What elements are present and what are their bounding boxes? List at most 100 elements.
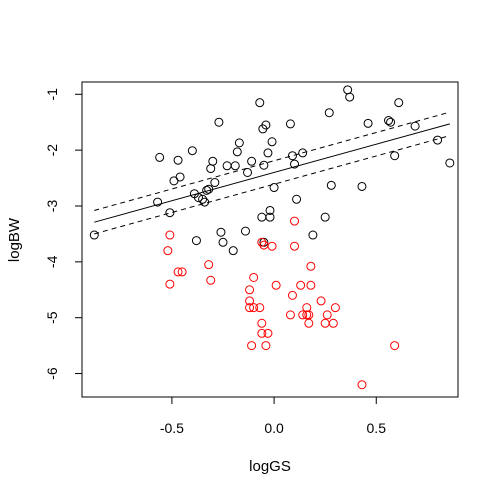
data-point-black [259,160,269,170]
data-point-black [265,205,275,215]
data-point-black [263,148,273,158]
data-point-red [285,310,295,320]
data-point-black [410,121,420,131]
data-point-red [316,296,326,306]
data-point-black [198,194,208,204]
data-point-red [245,303,255,313]
y-axis-label: logBW [6,217,23,262]
data-point-red [165,279,175,289]
data-point-black [204,184,214,194]
x-tick-label: 0.0 [264,420,284,436]
plot-frame [81,81,459,398]
data-point-red [298,310,308,320]
data-point-black [234,138,244,148]
confidence-band-line [94,111,450,211]
data-point-black [210,178,220,188]
data-point-black [320,212,330,222]
y-tick-label: -1 [44,88,60,101]
data-point-black [89,230,99,240]
data-point-black [208,156,218,166]
data-point-black [265,212,275,222]
data-point-black [243,167,253,177]
data-point-red [390,341,400,351]
y-tick-label: -4 [44,255,60,268]
data-point-red [357,380,367,390]
data-point-red [267,241,277,251]
data-point-red [306,261,316,271]
data-point-black [206,164,216,174]
data-point-black [324,108,334,118]
data-point-red [249,303,259,313]
data-point-red [330,303,340,313]
data-point-black [232,147,242,157]
y-tick-label: -3 [44,200,60,213]
data-point-red [257,318,267,328]
data-point-red [271,280,281,290]
data-point-black [390,151,400,161]
confidence-band-line [94,135,450,235]
x-axis-label: logGS [249,458,291,475]
data-point-red [245,285,255,295]
data-point-black [218,237,228,247]
data-point-black [187,146,197,156]
data-point-black [193,193,203,203]
y-tick-label: -2 [44,144,60,157]
data-point-black [216,227,226,237]
data-point-red [296,280,306,290]
data-point-black [230,161,240,171]
data-point-black [222,161,232,171]
data-point-red [320,318,330,328]
data-point-red [306,280,316,290]
data-point-black [285,119,295,129]
data-point-black [267,137,277,147]
data-point-black [214,117,224,127]
x-tick-label: -0.5 [160,420,184,436]
data-point-red [328,318,338,328]
x-axis: -0.5 0.0 0.5 [160,396,387,436]
data-point-red [290,241,300,251]
data-point-red [257,237,267,247]
data-point-black [394,98,404,108]
data-point-red [247,341,257,351]
data-point-black [240,226,250,236]
data-point-red [163,246,173,256]
data-point-black [326,180,336,190]
data-point-red [263,328,273,338]
data-point-black [290,159,300,169]
data-point-black [287,151,297,161]
data-point-black [175,172,185,182]
data-point-black [384,116,394,126]
data-point-red [165,230,175,240]
y-tick-label: -6 [44,367,60,380]
data-point-red [173,267,183,277]
data-point-red [204,260,214,270]
data-point-black [292,194,302,204]
data-points [89,85,455,390]
data-point-red [290,216,300,226]
y-tick-label: -5 [44,311,60,324]
data-point-red [322,310,332,320]
data-point-black [202,185,212,195]
data-point-black [363,118,373,128]
data-point-red [257,328,267,338]
data-point-black [298,148,308,158]
data-point-red [261,341,271,351]
data-point-red [304,310,314,320]
data-point-black [165,208,175,218]
data-point-red [245,296,255,306]
data-point-black [445,158,455,168]
data-point-black [255,98,265,108]
data-point-black [345,92,355,102]
x-tick-label: 0.5 [367,420,387,436]
data-point-black [155,152,165,162]
data-point-red [177,267,187,277]
y-axis: -1 -2 -3 -4 -5 -6 [44,88,83,380]
data-point-black [357,181,367,191]
data-point-black [386,117,396,127]
data-point-black [228,246,238,256]
data-point-black [269,183,279,193]
data-point-black [191,236,201,246]
data-point-black [308,230,318,240]
data-point-black [261,120,271,130]
